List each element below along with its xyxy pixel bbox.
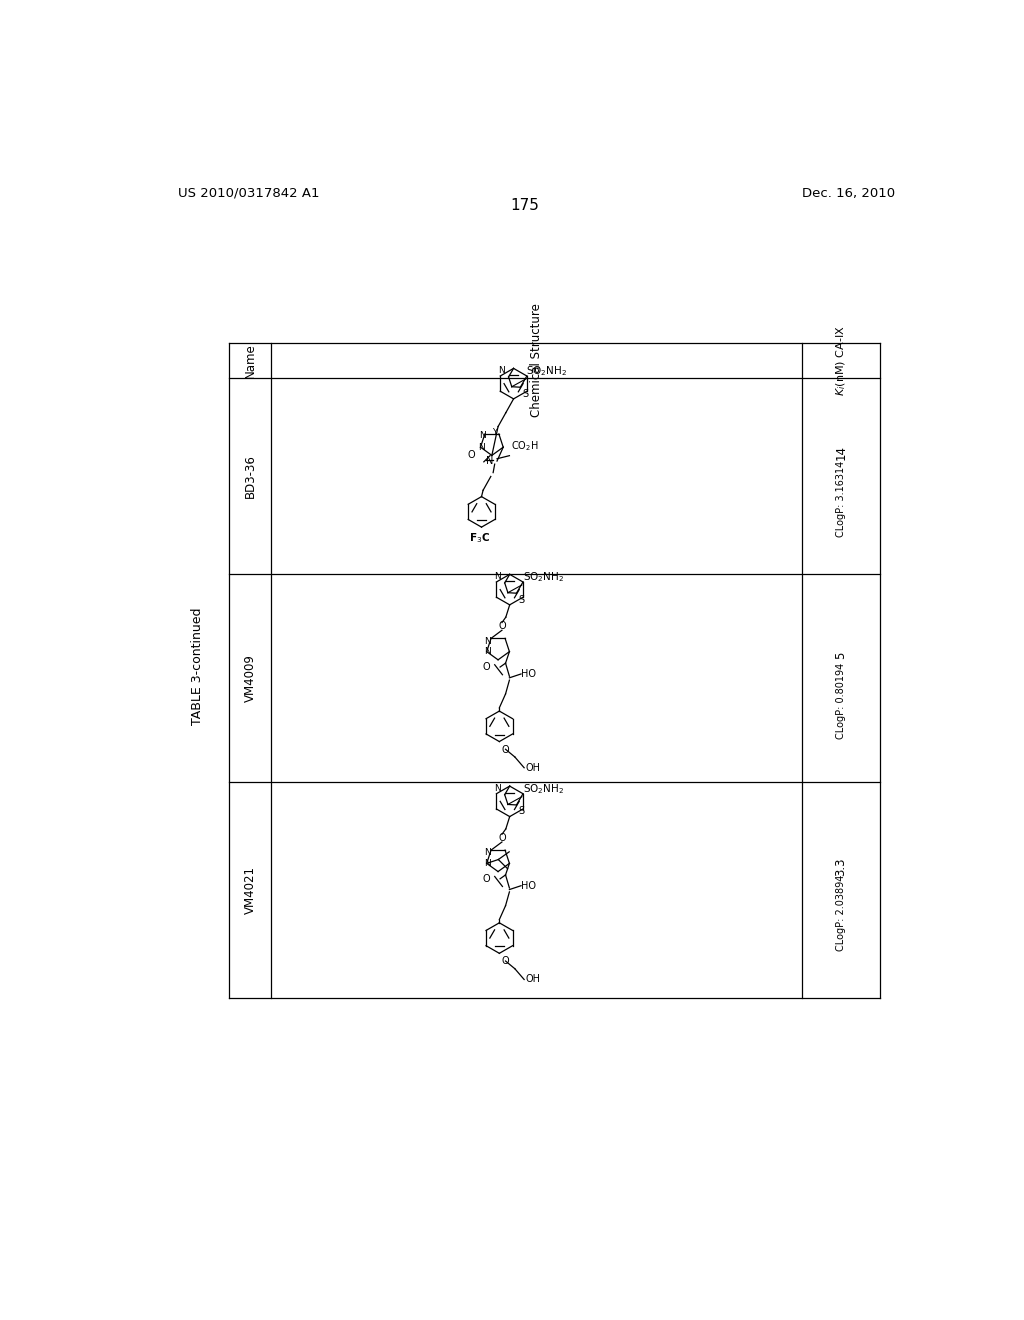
Text: O: O [502, 744, 509, 755]
Text: O: O [498, 833, 506, 843]
Text: SO$_2$NH$_2$: SO$_2$NH$_2$ [526, 364, 567, 379]
Text: F$_3$C: F$_3$C [469, 531, 490, 545]
Text: O: O [498, 622, 506, 631]
Text: Chemical Structure: Chemical Structure [530, 304, 544, 417]
Text: N: N [485, 455, 494, 466]
Text: S: S [518, 595, 524, 605]
Text: Name: Name [244, 343, 257, 378]
Text: Dec. 16, 2010: Dec. 16, 2010 [802, 187, 895, 199]
Text: N: N [498, 367, 505, 375]
Text: N: N [479, 432, 486, 441]
Text: SO$_2$NH$_2$: SO$_2$NH$_2$ [522, 570, 563, 585]
Text: N: N [483, 647, 490, 656]
Text: 5: 5 [835, 651, 848, 659]
Text: CLogP: 2.03894: CLogP: 2.03894 [836, 875, 846, 952]
Text: US 2010/0317842 A1: US 2010/0317842 A1 [178, 187, 319, 199]
Text: 175: 175 [510, 198, 540, 214]
Text: TABLE 3-continued: TABLE 3-continued [191, 607, 204, 726]
Text: O: O [482, 874, 490, 884]
Text: VM4021: VM4021 [244, 866, 257, 913]
Text: CO$_2$H: CO$_2$H [511, 440, 539, 453]
Text: N: N [484, 849, 492, 857]
Text: O: O [482, 663, 490, 672]
Text: S: S [518, 807, 524, 817]
Text: N: N [483, 859, 490, 869]
Text: N: N [477, 444, 484, 451]
Text: 3.3: 3.3 [835, 858, 848, 876]
Text: N: N [494, 784, 501, 793]
Text: 14: 14 [835, 445, 848, 461]
Text: OH: OH [525, 974, 541, 985]
Text: BD3-36: BD3-36 [244, 454, 257, 498]
Text: HO: HO [521, 669, 536, 678]
Text: $K_i$(nM) CA-IX: $K_i$(nM) CA-IX [835, 325, 848, 396]
Text: VM4009: VM4009 [244, 655, 257, 702]
Text: OH: OH [525, 763, 541, 772]
Text: O: O [468, 450, 475, 459]
Text: O: O [502, 957, 509, 966]
Text: HO: HO [521, 880, 536, 891]
Text: N: N [494, 573, 501, 581]
Text: SO$_2$NH$_2$: SO$_2$NH$_2$ [522, 783, 563, 796]
Text: Y: Y [493, 428, 498, 437]
Text: CLogP: 0.80194: CLogP: 0.80194 [836, 663, 846, 739]
Text: N: N [484, 636, 492, 645]
Text: CLogP: 3.16314: CLogP: 3.16314 [836, 461, 846, 537]
Text: S: S [522, 389, 528, 399]
